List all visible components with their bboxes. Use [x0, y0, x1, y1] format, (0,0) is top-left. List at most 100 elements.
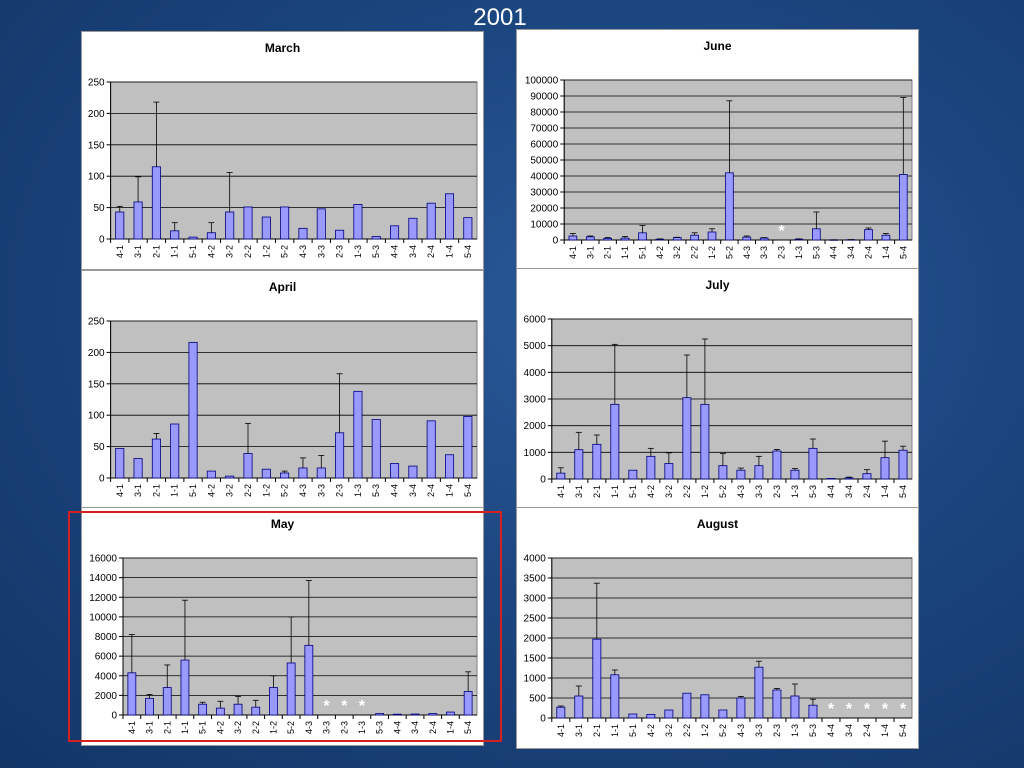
x-tick-label: 5-1: [198, 721, 208, 734]
x-tick-label: 2-3: [335, 484, 345, 497]
bar: [243, 453, 253, 479]
x-tick-label: 3-3: [754, 485, 764, 498]
bar: [335, 229, 345, 240]
bar: [718, 465, 728, 480]
x-tick-label: 5-3: [371, 245, 381, 258]
bar: [188, 236, 198, 240]
x-tick-label: 5-2: [286, 721, 296, 734]
x-tick-label: 1-3: [790, 724, 800, 737]
y-tick-label: 50000: [530, 156, 558, 167]
x-tick-label: 4-3: [736, 485, 746, 498]
bar: [426, 420, 436, 479]
x-tick-label: 3-2: [672, 246, 682, 259]
y-tick-label: 0: [111, 711, 117, 722]
y-tick-label: 90000: [530, 92, 558, 103]
x-tick-label: 1-3: [794, 246, 804, 259]
bar: [463, 217, 473, 240]
y-tick-label: 16000: [89, 554, 117, 565]
y-tick-label: 6000: [95, 652, 118, 663]
bar: [826, 478, 836, 480]
x-tick-label: 3-2: [664, 485, 674, 498]
y-tick-label: 80000: [530, 108, 558, 119]
x-tick-label: 5-4: [463, 245, 473, 258]
march-chart-panel: March 0 50 100 150 200 250 4-1 3-1 2-1 1-1 5-1 4-2 3-…: [81, 31, 484, 270]
y-tick-label: 250: [88, 78, 105, 89]
x-tick-label: 2-2: [251, 721, 261, 734]
y-tick-label: 3000: [524, 594, 547, 605]
x-tick-label: 4-4: [829, 246, 839, 259]
x-tick-label: 2-1: [603, 246, 613, 259]
x-tick-label: 3-4: [408, 484, 418, 497]
y-tick-label: 250: [88, 317, 105, 328]
bar: [620, 237, 630, 241]
x-tick-label: 5-2: [280, 245, 290, 258]
bar: [371, 236, 381, 240]
bar: [864, 229, 873, 241]
x-tick-label: 1-4: [881, 246, 891, 259]
bar: [298, 227, 308, 240]
x-tick-label: 1-1: [610, 485, 620, 498]
bar: [772, 689, 782, 719]
y-tick-label: 4000: [524, 554, 547, 565]
chart-title: August: [697, 517, 738, 531]
bar: [463, 416, 473, 479]
x-tick-label: 3-2: [233, 721, 243, 734]
x-tick-label: 3-3: [754, 724, 764, 737]
y-tick-label: 500: [529, 694, 546, 705]
x-tick-label: 5-4: [898, 246, 908, 259]
y-tick-label: 0: [540, 475, 546, 486]
x-tick-label: 4-1: [568, 246, 578, 259]
x-tick-label: 3-1: [145, 721, 155, 734]
bar: [444, 193, 455, 240]
x-tick-label: 2-1: [162, 721, 172, 734]
bar: [353, 390, 363, 479]
x-tick-label: 1-4: [445, 721, 455, 734]
bar: [410, 713, 420, 716]
y-tick-label: 4000: [95, 671, 118, 682]
x-tick-label: 2-1: [151, 245, 161, 258]
bar: [180, 659, 190, 716]
chart-title: May: [271, 517, 295, 531]
bar: [646, 455, 656, 480]
plot-area: [110, 81, 478, 240]
x-tick-label: 5-1: [637, 246, 647, 259]
x-tick-label: 2-2: [682, 485, 692, 498]
y-tick-label: 2500: [524, 614, 547, 625]
x-tick-label: 2-3: [335, 245, 345, 258]
bar: [790, 469, 800, 480]
x-tick-label: 3-1: [133, 484, 143, 497]
june-chart-panel: June 0 10000 20000 30000 40000 50000 60000 70000…: [516, 29, 919, 271]
x-tick-label: 3-4: [410, 721, 420, 734]
bar: [444, 454, 455, 479]
y-tick-label: 12000: [89, 593, 117, 604]
bar: [390, 225, 400, 240]
missing-data-marker: *: [882, 701, 889, 718]
missing-data-marker: *: [864, 701, 871, 718]
april-chart-panel: April 0 50 100 150 200 250 4-1 3-1 2-1 1-1 5-1 4-2 3-…: [81, 270, 484, 509]
bar: [664, 709, 674, 719]
x-tick-label: 2-4: [426, 245, 436, 258]
bar: [392, 713, 402, 716]
bar: [233, 703, 243, 716]
missing-data-marker: *: [341, 698, 348, 715]
bar: [198, 703, 208, 716]
bar: [881, 234, 891, 241]
june-chart: June 0 10000 20000 30000 40000 50000 60000 70000…: [525, 39, 913, 259]
bar: [794, 238, 804, 241]
x-tick-label: 5-3: [808, 724, 818, 737]
x-tick-label: 4-3: [736, 724, 746, 737]
bar: [390, 463, 400, 479]
bar: [682, 692, 692, 719]
x-tick-label: 1-4: [445, 245, 455, 258]
bar: [215, 707, 225, 716]
x-tick-label: 5-4: [463, 484, 473, 497]
bar: [408, 465, 418, 479]
bar: [754, 666, 764, 719]
x-tick-label: 2-3: [339, 721, 349, 734]
y-tick-label: 30000: [530, 188, 558, 199]
bar: [261, 216, 271, 240]
x-tick-label: 2-2: [243, 484, 253, 497]
x-tick-label: 4-4: [392, 721, 402, 734]
bar: [162, 687, 172, 716]
x-tick-label: 3-2: [225, 484, 235, 497]
